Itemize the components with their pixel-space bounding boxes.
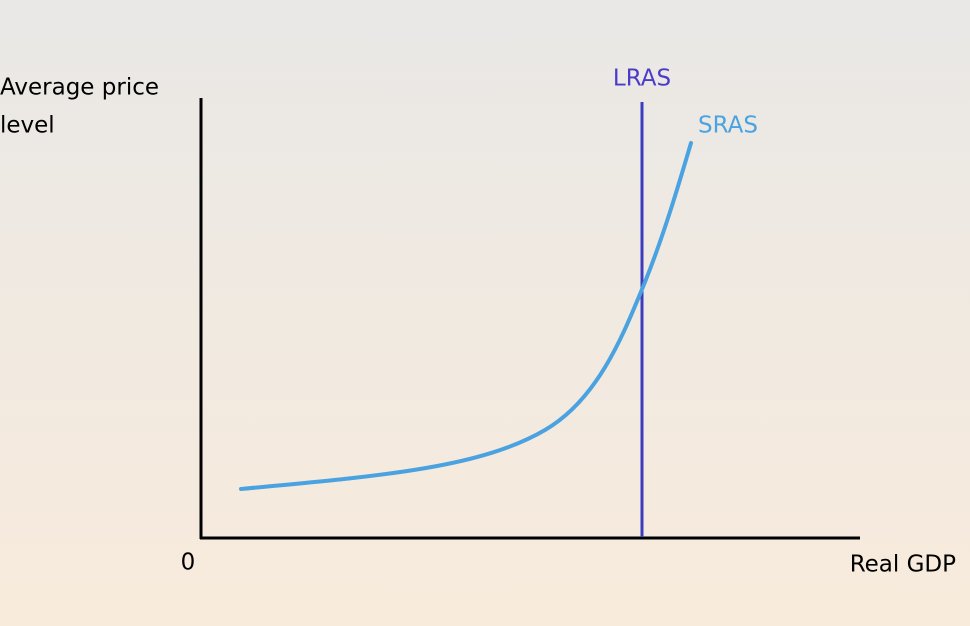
sras-label: SRAS (698, 113, 758, 139)
lras-label: LRAS (613, 66, 671, 92)
sras-curve (239, 141, 693, 491)
y-axis-label: level (0, 113, 55, 139)
x-axis-label: Real GDP (850, 552, 956, 578)
origin-label: 0 (181, 550, 196, 576)
y-axis-label: Average price (0, 75, 159, 101)
